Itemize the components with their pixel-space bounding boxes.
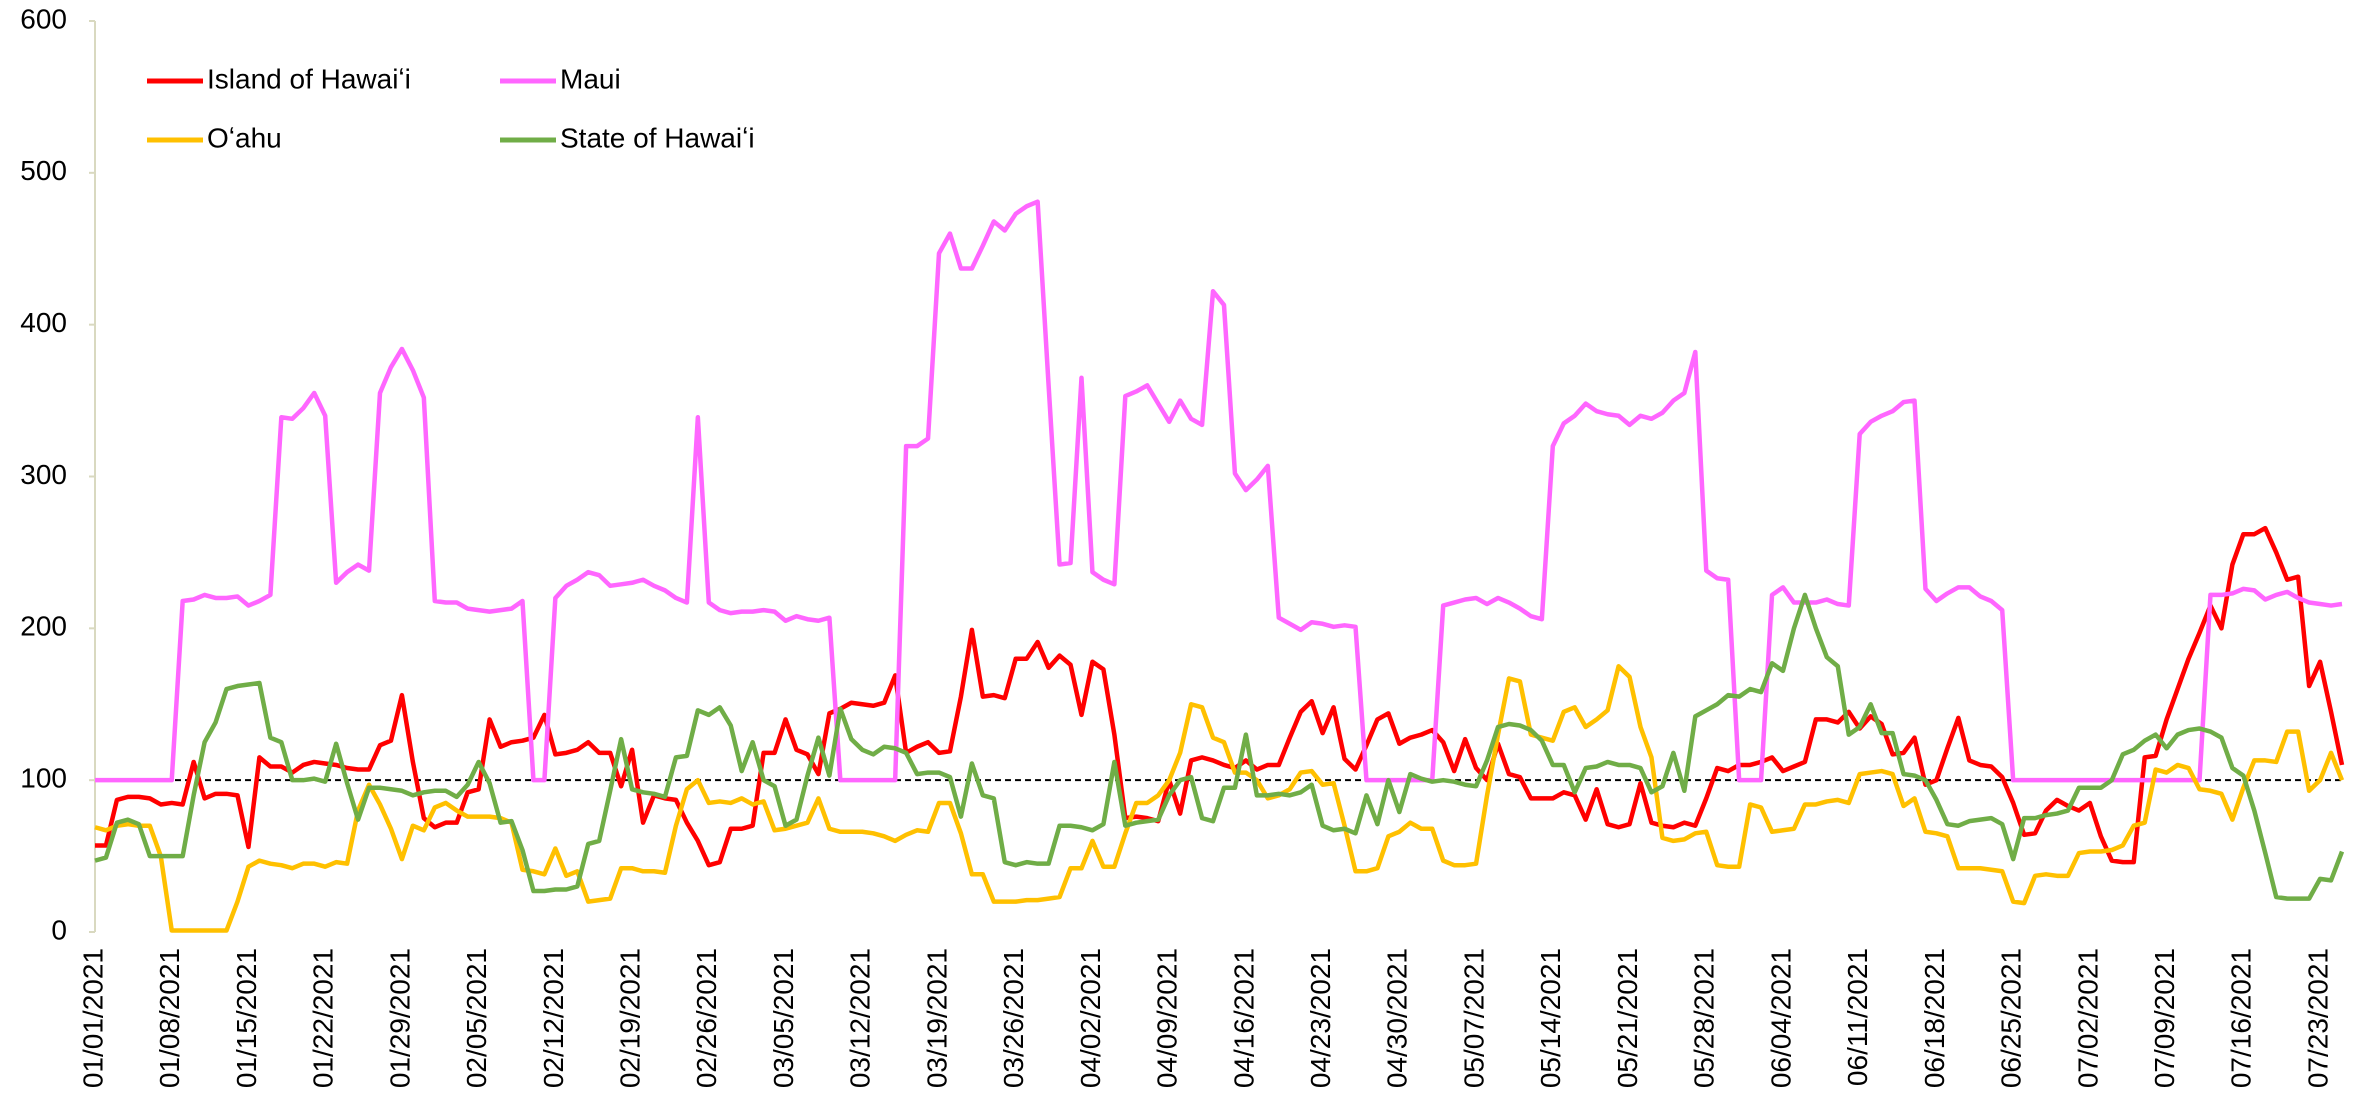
y-tick-label: 300	[20, 459, 67, 490]
x-tick-label: 07/02/2021	[2072, 948, 2103, 1088]
x-tick-label: 04/16/2021	[1228, 948, 1259, 1088]
x-tick-label: 01/01/2021	[77, 948, 108, 1088]
x-tick-label: 04/23/2021	[1305, 948, 1336, 1088]
x-tick-label: 01/08/2021	[154, 948, 185, 1088]
legend-label: Island of Hawaiʻi	[207, 63, 411, 94]
series-line	[95, 525, 2345, 868]
series-line	[94, 592, 2345, 901]
x-tick-label: 03/12/2021	[845, 948, 876, 1088]
y-tick-label: 500	[20, 155, 67, 186]
x-tick-label: 06/18/2021	[1919, 948, 1950, 1088]
x-tick-label: 02/19/2021	[614, 948, 645, 1088]
x-tick-label: 06/11/2021	[1842, 948, 1873, 1086]
x-tick-label: 05/14/2021	[1535, 948, 1566, 1088]
y-tick-label: 0	[51, 914, 67, 945]
series-line	[94, 664, 2345, 933]
x-tick-label: 07/16/2021	[2226, 948, 2257, 1088]
legend-label: State of Hawaiʻi	[560, 122, 755, 153]
x-tick-label: 05/07/2021	[1458, 948, 1489, 1088]
x-tick-label: 06/04/2021	[1765, 948, 1796, 1088]
x-tick-label: 04/30/2021	[1382, 948, 1413, 1088]
x-tick-label: 07/09/2021	[2149, 948, 2180, 1088]
x-tick-label: 07/23/2021	[2302, 948, 2333, 1088]
x-tick-label: 01/29/2021	[384, 948, 415, 1088]
x-tick-label: 05/21/2021	[1612, 948, 1643, 1088]
x-tick-label: 02/26/2021	[691, 948, 722, 1088]
x-tick-label: 05/28/2021	[1689, 948, 1720, 1088]
x-tick-label: 01/22/2021	[308, 948, 339, 1088]
y-tick-label: 100	[20, 763, 67, 794]
x-tick-label: 03/05/2021	[768, 948, 799, 1088]
x-tick-label: 02/05/2021	[461, 948, 492, 1088]
x-tick-label: 04/09/2021	[1152, 948, 1183, 1088]
series-line	[95, 199, 2343, 783]
x-tick-label: 06/25/2021	[1996, 948, 2027, 1088]
legend-label: Maui	[560, 63, 621, 94]
x-tick-label: 03/19/2021	[921, 948, 952, 1088]
legend-label: Oʻahu	[207, 122, 282, 153]
y-tick-label: 400	[20, 307, 67, 338]
x-tick-label: 02/12/2021	[538, 948, 569, 1088]
x-tick-label: 01/15/2021	[231, 948, 262, 1088]
x-tick-label: 03/26/2021	[998, 948, 1029, 1088]
y-tick-label: 600	[20, 3, 67, 34]
y-tick-label: 200	[20, 611, 67, 642]
x-tick-label: 04/02/2021	[1075, 948, 1106, 1088]
